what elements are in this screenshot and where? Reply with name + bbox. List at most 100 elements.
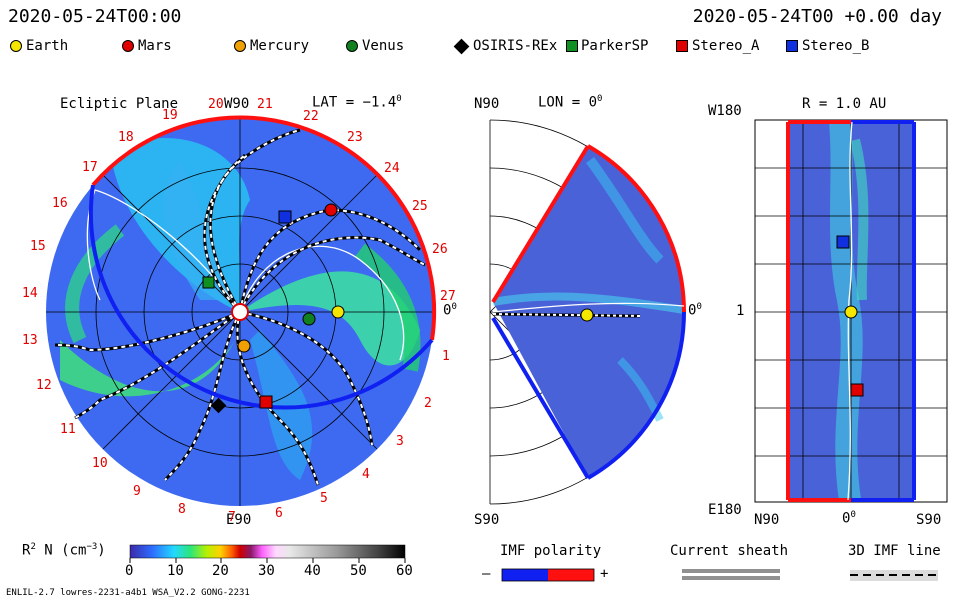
mars-icon [324, 203, 338, 217]
imf-minus: – [482, 566, 491, 582]
colorbar-ticks [129, 558, 406, 563]
clock-label: 17 [82, 160, 98, 175]
legend-osiris: OSIRIS-REx [453, 38, 557, 54]
cb-tick: 50 [350, 563, 367, 579]
cb-tick: 40 [304, 563, 321, 579]
clock-label: 3 [396, 434, 404, 449]
clock-label: 26 [432, 242, 448, 257]
meridional-panel [489, 119, 686, 505]
cb-rest: N (cm [35, 542, 87, 559]
legend-mars: Mars [122, 38, 172, 54]
clock-label: 22 [303, 109, 319, 124]
clock-label: 9 [133, 484, 141, 499]
right-sup: 0 [451, 302, 457, 312]
cb-tick: 10 [167, 563, 184, 579]
imf-plus: + [600, 566, 609, 582]
footer-left: ENLIL-2.7 lowres-2231-a4b1 WSA_V2.2 GONG… [6, 588, 250, 598]
legend-label: ParkerSP [581, 38, 649, 54]
mars-marker-icon [122, 40, 134, 52]
venus-icon [302, 312, 316, 326]
ecliptic-panel [46, 115, 437, 506]
right-datetime: 2020-05-24T00 +0.00 day [692, 6, 942, 27]
clock-label: 23 [347, 130, 363, 145]
legend-parker: ParkerSP [566, 38, 648, 54]
clock-label: 25 [412, 199, 428, 214]
venus-marker-icon [346, 40, 358, 52]
mercury-icon [237, 339, 251, 353]
radial-stereo-b-icon [836, 235, 850, 249]
legend-label: Earth [26, 38, 69, 54]
legend-label: Mercury [250, 38, 310, 54]
earth-icon [331, 305, 345, 319]
legend-label: Stereo_B [802, 38, 870, 54]
legend-mercury: Mercury [234, 38, 309, 54]
ecliptic-red-boundary [91, 115, 437, 341]
osiris-icon [210, 397, 227, 414]
stereo-b-marker-icon [786, 40, 798, 52]
sun-icon [231, 303, 249, 321]
lon-text: LON = 0 [538, 94, 598, 111]
meridional-earth-icon [580, 308, 594, 322]
radial-title: R = 1.0 AU [802, 96, 887, 112]
legend-label: Mars [138, 38, 172, 54]
cb-tick: 20 [212, 563, 229, 579]
radial-x-right: S90 [916, 512, 942, 528]
radial-panel [754, 119, 948, 503]
clock-label: 18 [118, 130, 134, 145]
clock-label: 24 [384, 161, 400, 176]
radial-stereo-a-icon [850, 383, 864, 397]
right-text: 0 [443, 302, 452, 319]
cb-unit-sup: −3 [86, 542, 98, 552]
legend-earth: Earth [10, 38, 68, 54]
imf-polarity-title: IMF polarity [500, 543, 602, 559]
clock-label: 13 [22, 333, 38, 348]
clock-label: 4 [362, 467, 370, 482]
cb-tick: 30 [258, 563, 275, 579]
legend: Earth Mars Mercury Venus OSIRIS-REx Park… [10, 38, 950, 58]
ecliptic-bottom-label: E90 [226, 512, 252, 528]
current-sheath-title: Current sheath [670, 543, 789, 559]
imf-line-title: 3D IMF line [848, 543, 941, 559]
cb-r-sup: 2 [30, 542, 36, 552]
ecliptic-right-label: 00 [443, 302, 457, 319]
clock-label: 21 [257, 97, 273, 112]
radial-x-mid-sup: 0 [850, 510, 856, 520]
colorbar [129, 544, 406, 559]
meridional-right-label: 00 [688, 302, 702, 319]
meridional-lon-label: LON = 00 [538, 94, 602, 111]
radial-top-left: W180 [708, 103, 742, 119]
meridional-bottom-label: S90 [474, 512, 500, 528]
cb-tick: 0 [125, 563, 134, 579]
clock-label: 11 [60, 422, 76, 437]
ecliptic-blue-boundary [88, 184, 434, 410]
clock-label: 7 [228, 510, 236, 525]
clock-label: 8 [178, 502, 186, 517]
radial-x-mid-text: 0 [842, 510, 851, 527]
clock-label: 12 [36, 378, 52, 393]
clock-label: 16 [52, 196, 68, 211]
clock-label: 20 [208, 97, 224, 112]
cb-tick: 60 [396, 563, 413, 579]
ecliptic-lat-label: LAT = −1.40 [312, 94, 402, 111]
radial-earth-icon [844, 305, 858, 319]
earth-marker-icon [10, 40, 22, 52]
radial-bottom-left: E180 [708, 502, 742, 518]
parker-icon [202, 276, 215, 289]
mer-right-sup: 0 [696, 302, 702, 312]
legend-stereo-a: Stereo_A [676, 38, 759, 54]
cb-r: R [22, 542, 31, 559]
clock-label: 2 [424, 396, 432, 411]
ecliptic-title: Ecliptic Plane [60, 96, 179, 112]
lon-sup: 0 [597, 94, 603, 104]
ecliptic-top-label: W90 [224, 96, 250, 112]
mer-right-text: 0 [688, 302, 697, 319]
imf-white-lines [86, 189, 405, 361]
radial-x-left: N90 [754, 512, 780, 528]
lat-text: LAT = −1.4 [312, 94, 397, 111]
clock-label: 5 [320, 491, 328, 506]
cb-end: ) [97, 542, 106, 559]
radial-mid-left: 1 [736, 303, 745, 319]
clock-label: 1 [442, 349, 450, 364]
meridional-top-label: N90 [474, 96, 500, 112]
stereo-a-marker-icon [676, 40, 688, 52]
